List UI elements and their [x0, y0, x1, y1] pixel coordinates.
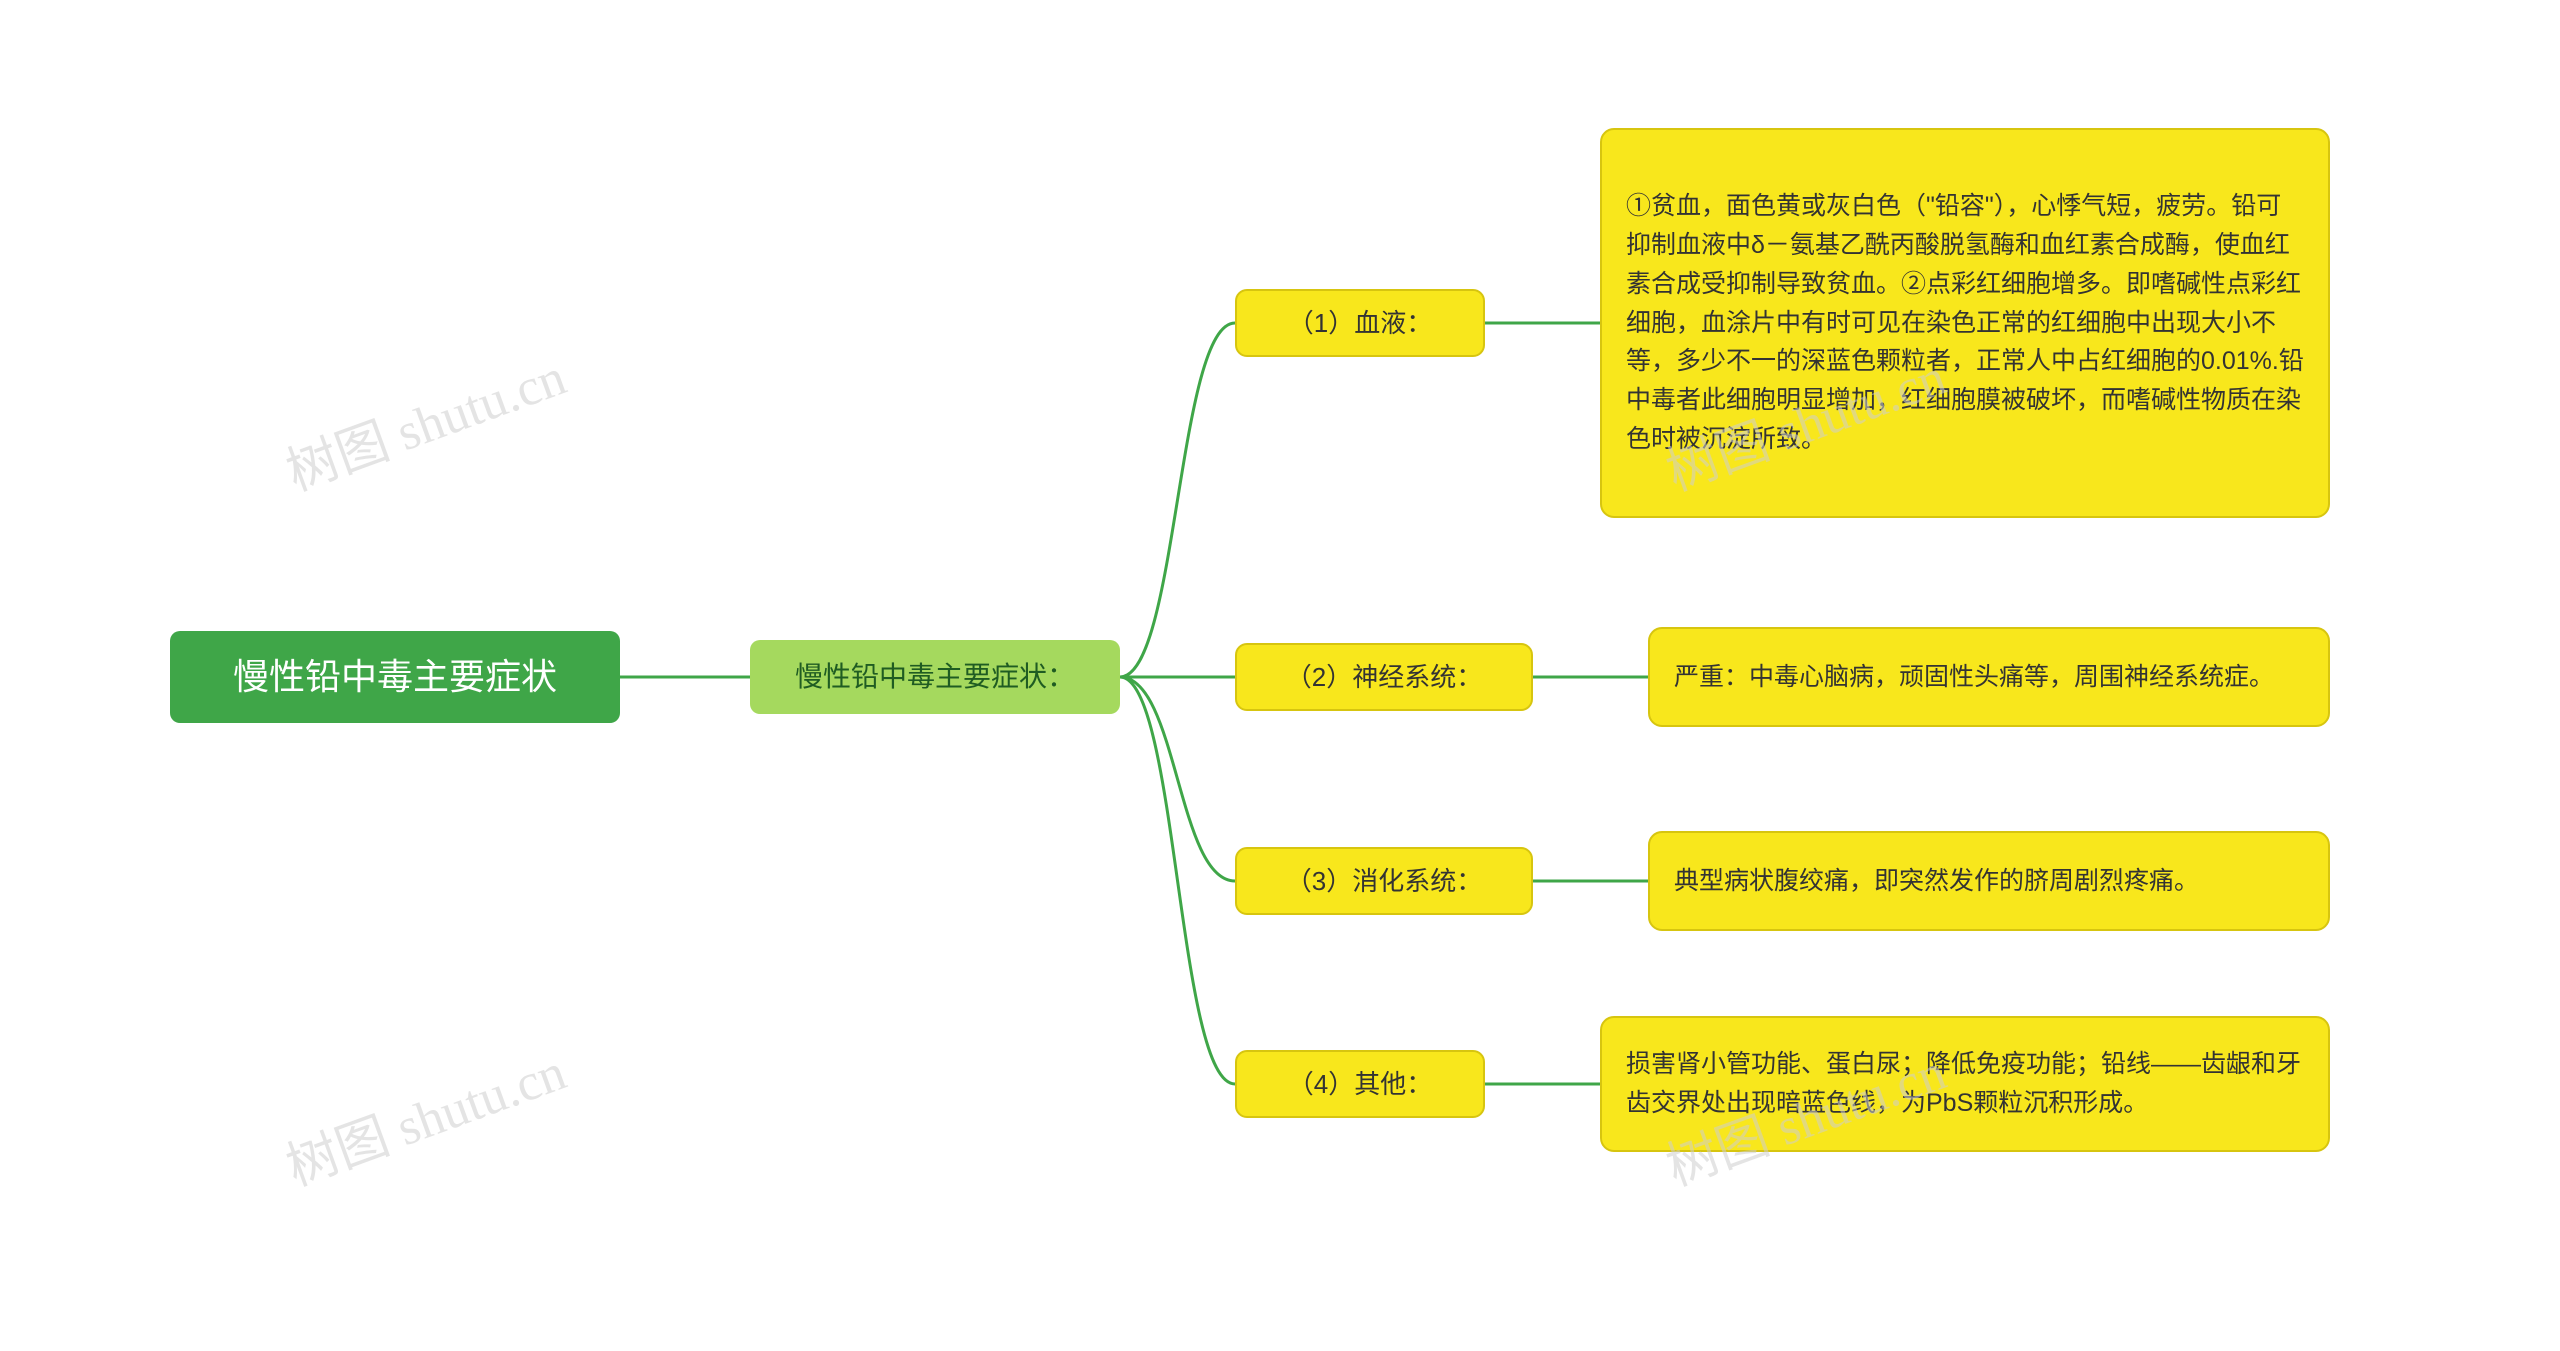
branch-title-label: （2）神经系统： — [1286, 657, 1482, 697]
branch-title-other: （4）其他： — [1235, 1050, 1485, 1118]
branch-detail-text: ①贫血，面色黄或灰白色（"铅容"），心悸气短，疲劳。铅可抑制血液中δ－氨基乙酰丙… — [1626, 187, 2304, 458]
root-node: 慢性铅中毒主要症状 — [170, 631, 620, 723]
watermark-text: 树图 shutu.cn — [279, 349, 573, 502]
watermark: 树图 shutu.cn — [274, 335, 574, 505]
level1-label: 慢性铅中毒主要症状： — [795, 655, 1075, 698]
branch-title-nervous: （2）神经系统： — [1235, 643, 1533, 711]
watermark-text: 树图 shutu.cn — [279, 1044, 573, 1197]
level1-node: 慢性铅中毒主要症状： — [750, 640, 1120, 714]
branch-detail-digestive: 典型病状腹绞痛，即突然发作的脐周剧烈疼痛。 — [1648, 831, 2330, 931]
branch-detail-text: 严重：中毒心脑病，顽固性头痛等，周围神经系统症。 — [1674, 658, 2274, 697]
branch-title-label: （1）血液： — [1288, 303, 1432, 343]
branch-detail-nervous: 严重：中毒心脑病，顽固性头痛等，周围神经系统症。 — [1648, 627, 2330, 727]
mindmap-canvas: 慢性铅中毒主要症状 慢性铅中毒主要症状： （1）血液： ①贫血，面色黄或灰白色（"… — [0, 0, 2560, 1351]
branch-detail-blood: ①贫血，面色黄或灰白色（"铅容"），心悸气短，疲劳。铅可抑制血液中δ－氨基乙酰丙… — [1600, 128, 2330, 518]
branch-detail-text: 损害肾小管功能、蛋白尿；降低免疫功能；铅线——齿龈和牙齿交界处出现暗蓝色线，为P… — [1626, 1045, 2304, 1123]
branch-title-label: （3）消化系统： — [1286, 861, 1482, 901]
root-label: 慢性铅中毒主要症状 — [233, 649, 557, 705]
watermark: 树图 shutu.cn — [274, 1030, 574, 1200]
branch-detail-text: 典型病状腹绞痛，即突然发作的脐周剧烈疼痛。 — [1674, 862, 2199, 901]
branch-title-blood: （1）血液： — [1235, 289, 1485, 357]
branch-detail-other: 损害肾小管功能、蛋白尿；降低免疫功能；铅线——齿龈和牙齿交界处出现暗蓝色线，为P… — [1600, 1016, 2330, 1152]
branch-title-digestive: （3）消化系统： — [1235, 847, 1533, 915]
branch-title-label: （4）其他： — [1288, 1064, 1432, 1104]
